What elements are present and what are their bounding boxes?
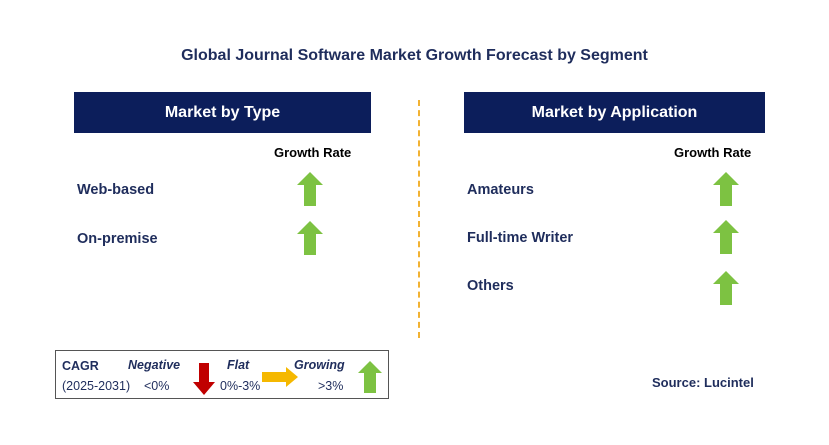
up-arrow-icon xyxy=(713,271,739,305)
row-label-full-time-writer: Full-time Writer xyxy=(467,230,574,246)
growth-rate-label-right: Growth Rate xyxy=(674,145,752,160)
legend-cagr-label: CAGR xyxy=(62,359,99,373)
up-arrow-icon xyxy=(297,221,323,255)
growth-rate-label-left: Growth Rate xyxy=(274,145,352,160)
down-arrow-icon xyxy=(193,363,215,395)
legend-negative-label: Negative xyxy=(128,358,181,372)
row-label-others: Others xyxy=(467,278,514,294)
row-label-web-based: Web-based xyxy=(77,182,155,198)
legend-period: (2025-2031) xyxy=(62,379,131,393)
cagr-legend: CAGR (2025-2031) Negative <0% Flat 0%-3%… xyxy=(55,350,389,399)
row-label-on-premise: On-premise xyxy=(77,231,158,247)
legend-growing-label: Growing xyxy=(294,358,345,372)
market-by-type-header-label: Market by Type xyxy=(164,103,281,121)
market-by-type-header: Market by Type xyxy=(74,92,371,133)
panel-divider xyxy=(418,100,420,338)
up-arrow-icon xyxy=(297,172,323,206)
legend-flat-label: Flat xyxy=(227,358,250,372)
legend-growing-range: >3% xyxy=(318,379,344,393)
legend-negative-range: <0% xyxy=(144,379,170,393)
source-label: Source: Lucintel xyxy=(652,375,754,390)
row-label-amateurs: Amateurs xyxy=(467,182,534,198)
market-by-application-header: Market by Application xyxy=(464,92,765,133)
up-arrow-icon xyxy=(358,361,382,393)
market-by-application-header-label: Market by Application xyxy=(531,103,698,121)
up-arrow-icon xyxy=(713,172,739,206)
legend-flat-range: 0%-3% xyxy=(220,379,261,393)
right-arrow-icon xyxy=(262,367,298,387)
chart-title: Global Journal Software Market Growth Fo… xyxy=(181,47,648,64)
up-arrow-icon xyxy=(713,220,739,254)
